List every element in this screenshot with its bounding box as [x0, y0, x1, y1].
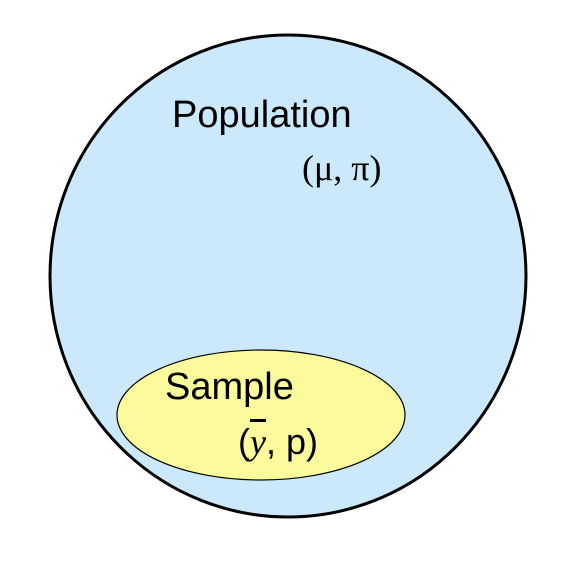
sample-ellipse [116, 349, 406, 481]
sample-mean-symbol: y [250, 422, 266, 462]
sample-statistics: (y, p) [238, 421, 318, 462]
sample-params-rest: , p) [265, 421, 318, 462]
sample-params-open: ( [238, 421, 250, 462]
sample-label: Sample [165, 366, 294, 408]
population-label: Population [172, 94, 352, 136]
population-parameters: (μ, π) [302, 148, 382, 188]
